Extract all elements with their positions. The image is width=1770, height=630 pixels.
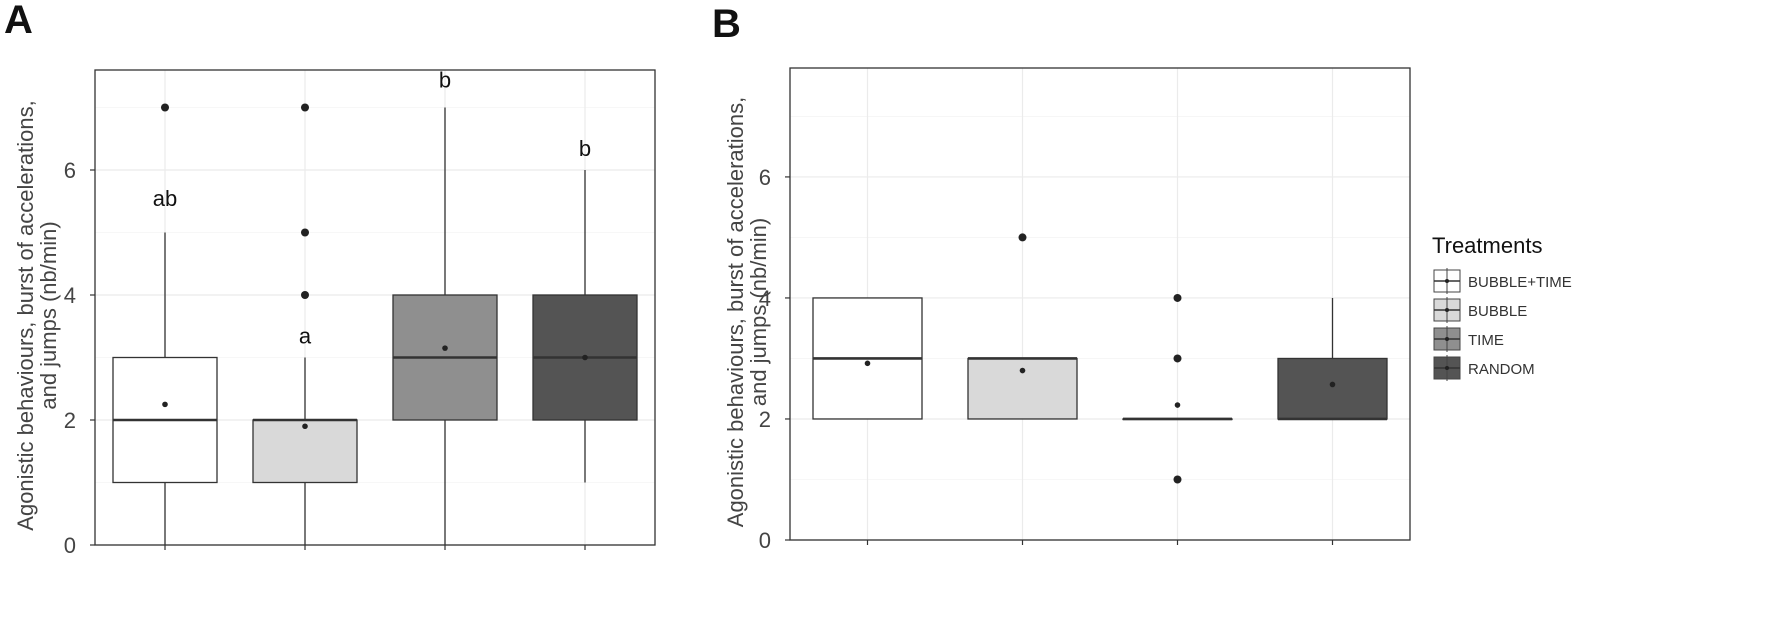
outlier-point [161,103,169,112]
mean-point [1329,381,1336,388]
outlier-point [1173,354,1182,363]
significance-letter: b [439,67,451,92]
y-axis-label-line-2: and jumps (nb/min) [36,221,61,409]
legend-label: BUBBLE+TIME [1468,274,1572,291]
plot-border [94,69,656,546]
y-tick-label: 0 [64,533,76,558]
outlier-point [301,103,309,112]
y-tick-label: 4 [759,286,771,311]
outlier-point [301,291,309,299]
significance-letter: ab [153,186,177,211]
legend-label: RANDOM [1468,361,1535,378]
legend-key-mean [1445,279,1449,283]
outlier-point [1173,475,1182,484]
y-tick-label: 4 [64,283,76,308]
legend-key-mean [1445,366,1449,370]
y-tick-label: 6 [64,158,76,183]
mean-point [442,345,448,351]
panel-b-chart: 0 2 4 6 Agonistic behaviours, burst of accel… [723,67,1411,553]
y-tick-label: 0 [759,528,771,553]
significance-letter: b [579,136,591,161]
panel-a-chart: 0 2 4 6 Agonistic behaviours, burst of accel… [13,67,656,558]
outlier-point [301,228,309,237]
mean-point [302,423,308,430]
mean-point [582,354,588,361]
y-axis-label-line-1: Agonistic behaviours, burst of accelerat… [723,97,748,527]
outlier-point [1018,233,1027,242]
legend: Treatments BUBBLE+TIME BUBBLE TIME RANDOM [1432,233,1572,381]
y-axis-label-line-2: and jumps (nb/min) [746,218,771,406]
box [1277,357,1388,420]
y-tick-label: 2 [64,408,76,433]
legend-title: Treatments [1432,233,1542,258]
significance-letter: a [299,324,312,349]
legend-key-mean [1445,308,1449,312]
panel-label-b: B [712,2,741,46]
y-axis-label-line-1: Agonistic behaviours, burst of accelerat… [13,100,38,530]
box [252,419,358,484]
legend-label: TIME [1468,332,1504,349]
y-tick-label: 6 [759,165,771,190]
legend-key-mean [1445,337,1449,341]
mean-point [864,360,871,367]
panel-label-a: A [4,0,33,42]
mean-point [162,401,168,408]
plot-border [789,67,1411,541]
legend-label: BUBBLE [1468,303,1527,320]
mean-point [1019,367,1026,374]
box [967,357,1078,420]
mean-point [1174,402,1181,408]
outlier-point [1173,293,1182,302]
y-tick-label: 2 [759,407,771,432]
